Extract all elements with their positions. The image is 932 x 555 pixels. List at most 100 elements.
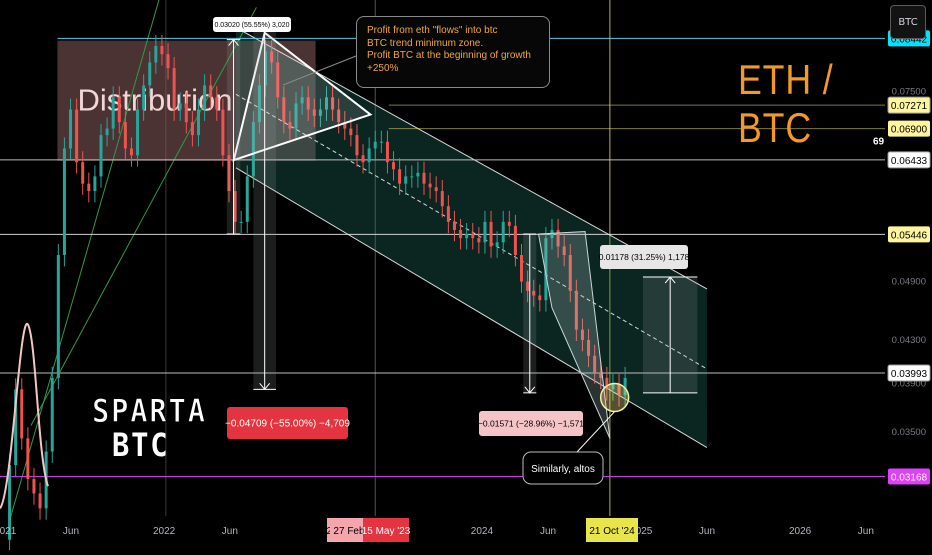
candle-body [355,135,359,156]
logo-text-sparta: SPARTA [92,392,207,431]
candle-body [611,383,615,390]
candle-body [227,155,231,192]
measure-label: −0.01571 (−28.96%) −1,571 [478,418,584,428]
candle-body [452,221,456,230]
candle-body [434,187,438,192]
trend-ray [8,0,160,523]
date-label: 21 Oct '24 [589,526,635,537]
candle-body [495,242,499,247]
candle-body [166,54,170,69]
x-tick-label: Jun [858,526,874,537]
x-tick-label: 2025 [630,526,653,537]
side-note: 69 [873,136,885,147]
date-label-bg [586,518,638,542]
candle-body [526,281,530,291]
candle-body [50,377,54,452]
candle-body [489,221,493,247]
candle-body [416,172,420,177]
candle-body [459,229,463,239]
candle-body [532,290,536,296]
candle-body [38,493,42,509]
candle-body [172,68,176,110]
candle-body [178,103,182,110]
y-axis-strip [885,0,932,550]
triangle-pattern [537,231,611,439]
candle-body [239,221,243,223]
measure-label-bg [213,17,291,32]
candle-body [75,109,79,163]
callout-text: Similarly, altos [531,464,595,475]
measure-label: −0.04709 (−55.00%) −4,709 [225,419,350,430]
y-tick-label: 0.07500 [892,86,926,97]
callout-bubble [522,451,604,485]
price-label-bg [888,120,930,137]
candle-body [251,122,255,177]
candle-body [184,103,188,123]
candle-body [99,135,103,177]
candle-body [599,372,603,378]
candle-body [8,465,12,540]
candle-body [507,221,511,226]
measure-label-bg [479,411,583,436]
candle-body [105,128,109,136]
candle-body [562,246,566,256]
date-label-bg [363,518,409,542]
candle-body [160,46,164,55]
candle-body [136,109,140,156]
candle-body [142,85,146,110]
candle-body [440,191,444,207]
note-line: BTC trend minimum zone. [367,37,484,49]
callout-pointer [576,411,616,453]
price-label: 0.05446 [891,230,928,241]
candle-body [69,109,73,149]
candle-body [337,109,341,123]
candle-body [446,206,450,222]
candle-body [14,389,18,466]
candle-body [203,85,207,110]
measure-label: 0.03020 (55.55%) 3,020 [214,22,289,29]
candle-body [404,176,408,184]
candle-body [148,62,152,86]
candle-body [215,97,219,110]
x-tick-label: Jun [222,526,238,537]
candle-body [190,122,194,136]
candle-body [20,389,24,439]
y-tick-label: 0.04300 [892,335,926,346]
x-tick-label: 2022 [153,526,176,537]
candle-body [221,109,225,156]
pair-title: ETH / BTC [738,56,834,151]
candle-body [379,141,383,143]
candle-body [209,85,213,98]
triangle-pattern [232,31,373,162]
candle-body [623,377,627,396]
candle-body [270,51,274,63]
candle-body [410,176,414,178]
candle-body [276,62,280,98]
x-tick-label: Jun [63,526,79,537]
note-line: Profit from eth "flows" into btc [367,25,498,36]
symbol-badge[interactable]: BTC [890,5,926,39]
note-pointer [282,55,357,86]
candle-body [513,225,517,256]
candle-body [349,128,353,136]
candle-body [574,290,578,330]
candle-body [26,438,30,480]
trend-ray [30,7,257,426]
candle-body [538,295,542,301]
candle-body [331,97,335,110]
candle-body [568,255,572,291]
candle-body [501,221,505,243]
price-label-bg [888,226,930,243]
candle-body [617,383,621,396]
measure-label: 0.01178 (31.25%) 1,178 [599,252,690,262]
y-tick-label: 0.03500 [892,427,926,438]
x-tick-label: Jun [540,526,556,537]
candle-body [154,46,158,63]
candle-body [117,97,121,123]
target-circle [599,382,630,413]
candle-body [361,155,365,163]
date-label: 27 Feb [333,526,365,537]
price-label-bg [887,151,931,169]
candle-body [544,238,548,301]
date-label: 15 May '23 [362,526,411,537]
